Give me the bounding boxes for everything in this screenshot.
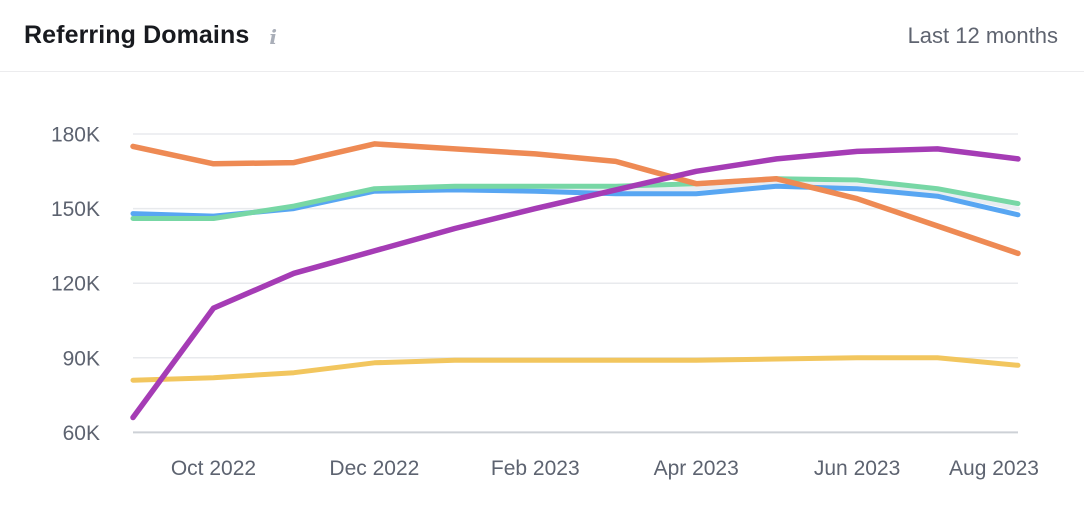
period-label: Last 12 months xyxy=(907,22,1058,48)
x-axis-tick-label: Feb 2023 xyxy=(491,457,580,480)
y-axis-tick-label: 60K xyxy=(63,422,100,445)
series-purple-line[interactable] xyxy=(130,146,1021,421)
page-title: Referring Domains xyxy=(24,21,250,49)
y-axis-tick-label: 120K xyxy=(51,273,100,296)
info-icon[interactable]: i xyxy=(269,24,277,49)
header-divider xyxy=(0,71,1084,72)
y-axis-tick-label: 150K xyxy=(51,198,100,221)
referring-domains-chart: 180K 150K 120K 90K 60K Oct 2022 Dec 2022 Feb 20… xyxy=(0,88,1084,508)
x-axis-tick-label: Jun 2023 xyxy=(814,457,900,480)
x-axis-tick-label: Apr 2023 xyxy=(654,457,739,480)
y-axis-tick-label: 180K xyxy=(51,124,100,147)
series-yellow-line[interactable] xyxy=(130,355,1021,383)
x-axis-tick-label: Aug 2023 xyxy=(949,457,1039,480)
x-axis-tick-label: Oct 2022 xyxy=(171,457,256,480)
chart-header: Referring Domains i Last 12 months xyxy=(0,0,1084,71)
series-green-line[interactable] xyxy=(130,176,1021,221)
y-axis-tick-label: 90K xyxy=(63,347,100,370)
chart-svg: 180K 150K 120K 90K 60K Oct 2022 Dec 2022 Feb 20… xyxy=(51,124,1039,481)
x-axis-tick-label: Dec 2022 xyxy=(329,457,419,480)
series-orange-line[interactable] xyxy=(130,141,1021,257)
